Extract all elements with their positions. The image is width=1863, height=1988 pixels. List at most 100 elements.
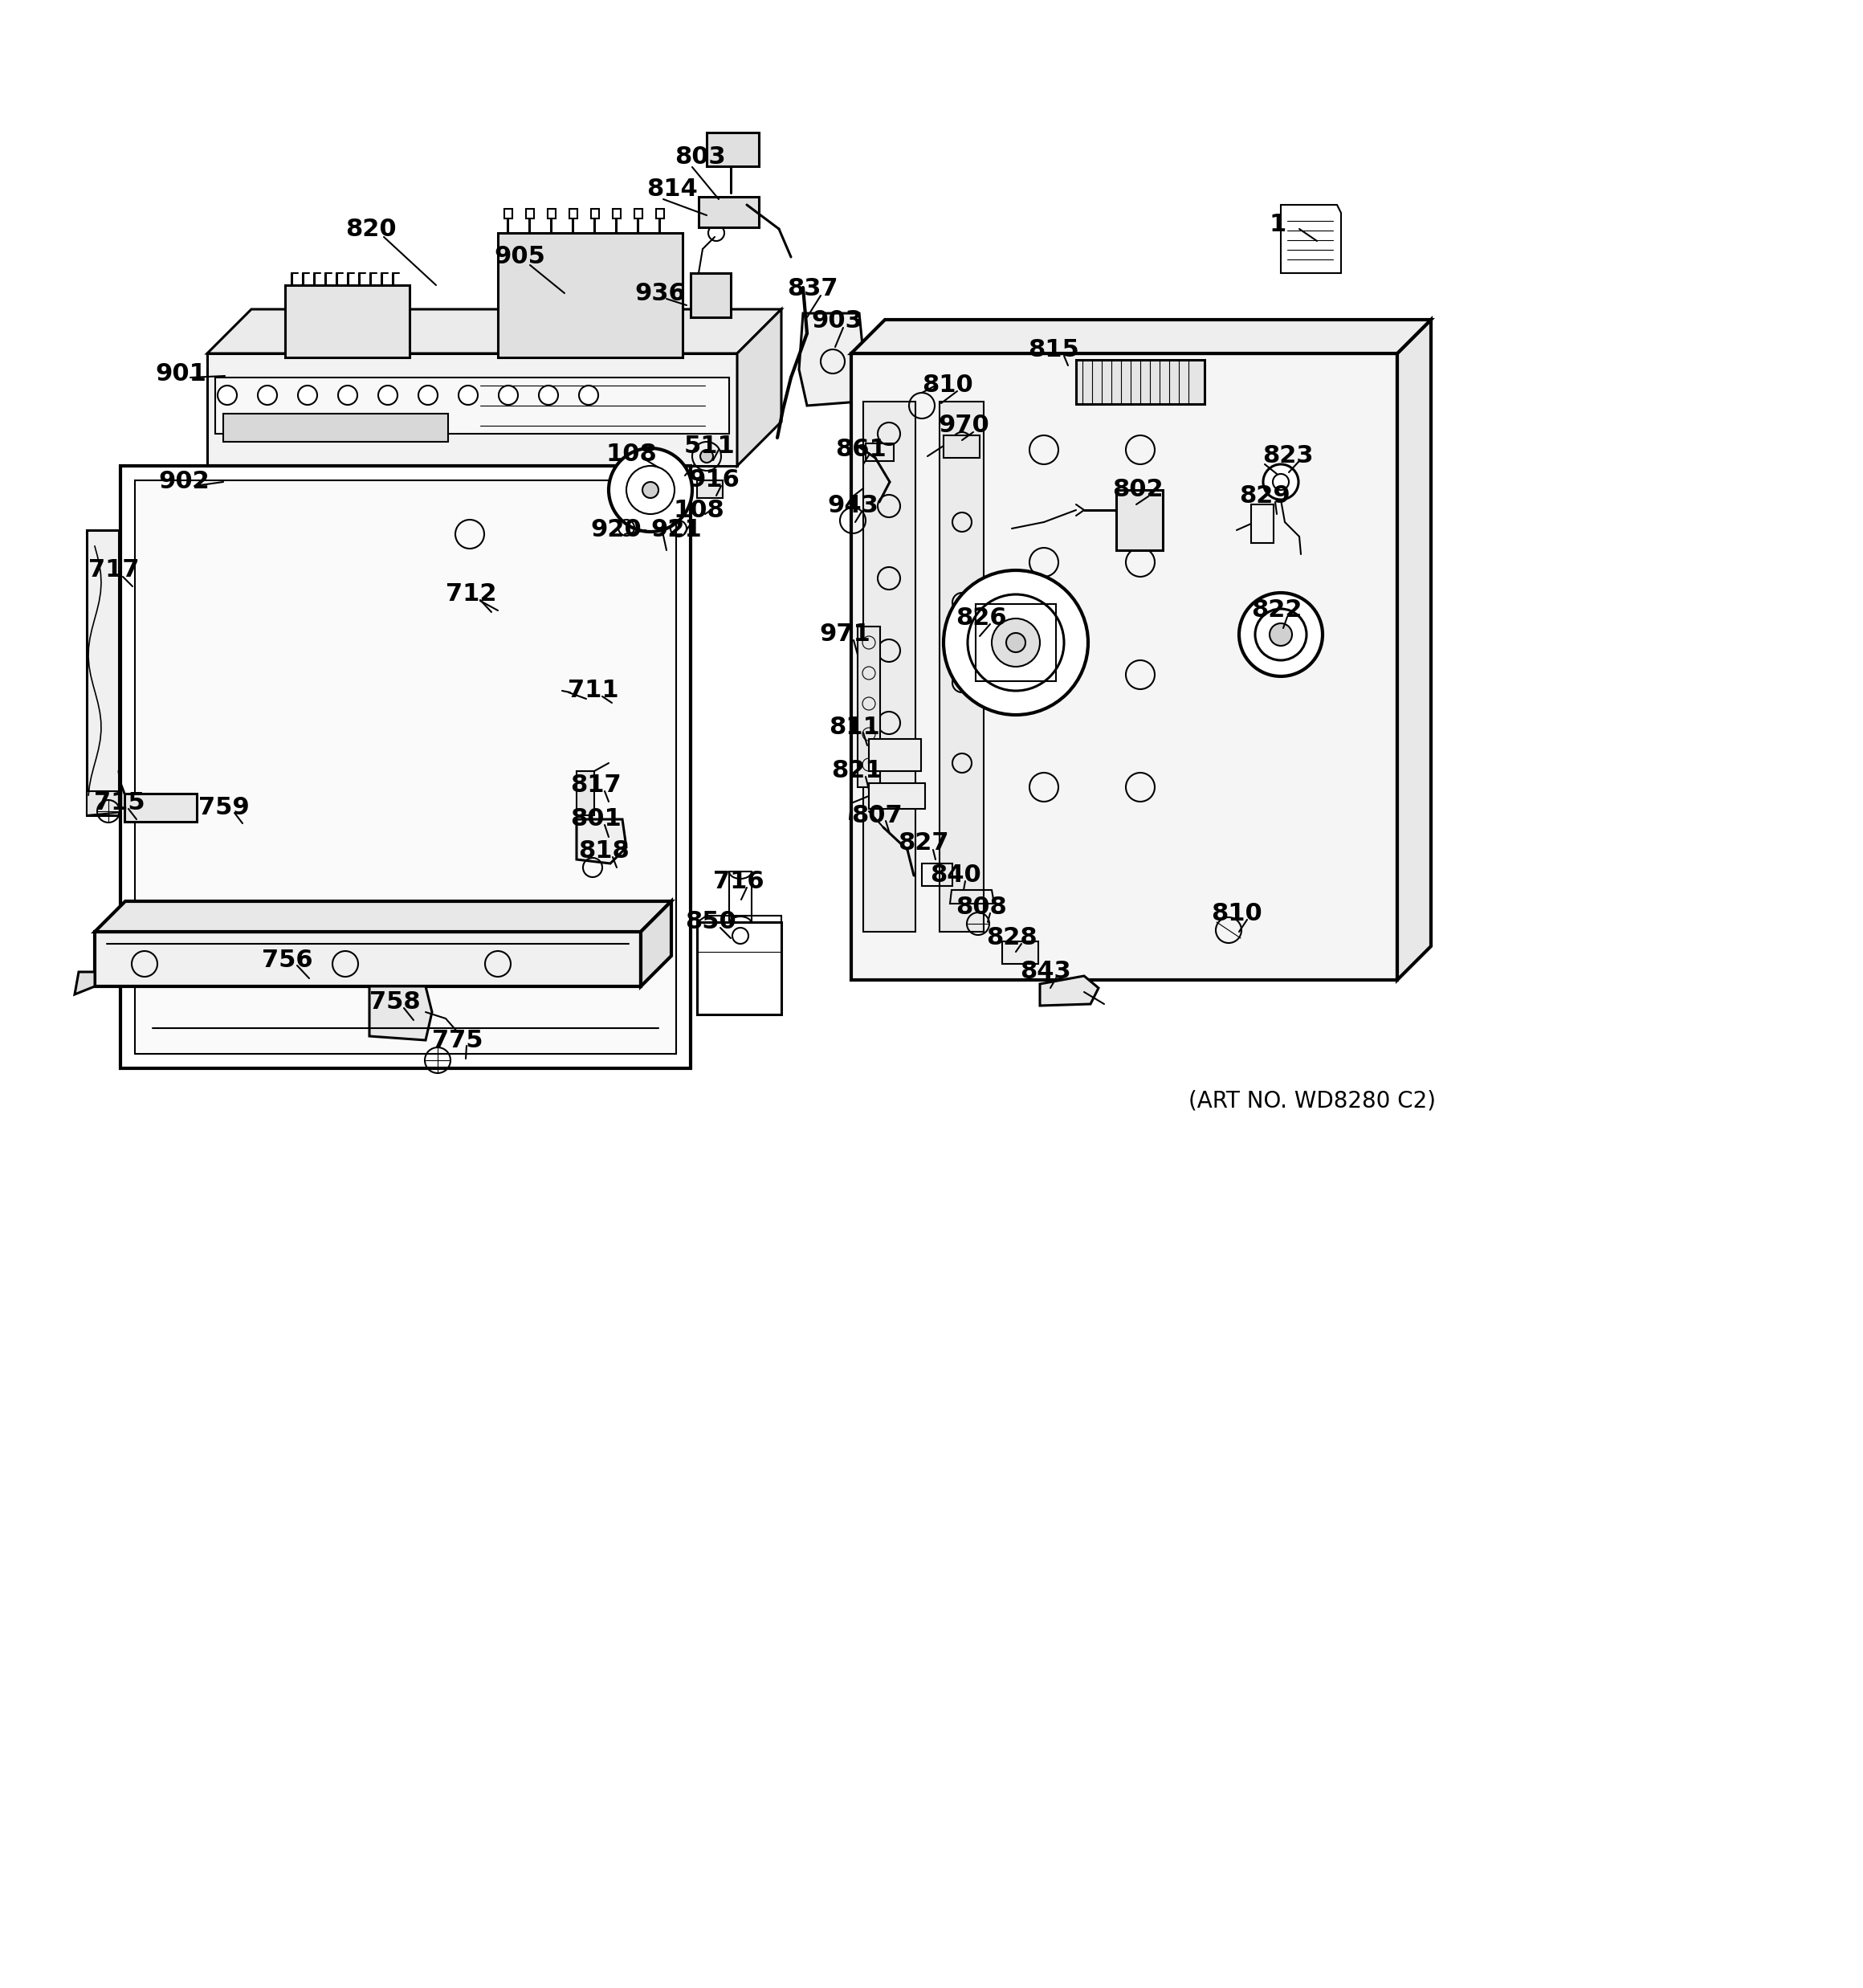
Polygon shape bbox=[641, 901, 671, 986]
Bar bbox=[635, 209, 643, 219]
Text: 861: 861 bbox=[835, 437, 887, 461]
Bar bbox=[922, 863, 952, 887]
Text: 1: 1 bbox=[1269, 213, 1285, 237]
Bar bbox=[857, 626, 879, 787]
Polygon shape bbox=[738, 310, 781, 465]
Circle shape bbox=[991, 618, 1040, 666]
Bar bbox=[613, 209, 620, 219]
Text: 802: 802 bbox=[1112, 479, 1163, 501]
Bar bbox=[868, 783, 926, 809]
Bar bbox=[697, 481, 723, 499]
Bar bbox=[976, 604, 1056, 682]
Text: 905: 905 bbox=[494, 245, 546, 268]
Polygon shape bbox=[851, 320, 1431, 354]
Text: 810: 810 bbox=[922, 374, 972, 398]
Circle shape bbox=[257, 386, 278, 406]
Text: 840: 840 bbox=[930, 865, 982, 887]
Text: 822: 822 bbox=[1252, 598, 1302, 622]
Circle shape bbox=[218, 386, 237, 406]
Bar bbox=[868, 740, 920, 771]
Text: 843: 843 bbox=[1019, 960, 1071, 984]
Text: 837: 837 bbox=[786, 278, 838, 300]
Circle shape bbox=[499, 386, 518, 406]
Text: 817: 817 bbox=[570, 773, 620, 797]
Text: 759: 759 bbox=[197, 795, 250, 819]
Text: 511: 511 bbox=[684, 433, 736, 457]
Polygon shape bbox=[1397, 320, 1431, 980]
Text: 807: 807 bbox=[851, 803, 902, 827]
Text: 811: 811 bbox=[829, 716, 879, 740]
Bar bbox=[691, 272, 730, 318]
Polygon shape bbox=[88, 531, 119, 815]
Bar bbox=[525, 209, 535, 219]
Bar bbox=[216, 378, 728, 433]
Bar bbox=[706, 133, 758, 167]
Text: 820: 820 bbox=[345, 217, 397, 241]
Text: 943: 943 bbox=[827, 495, 877, 517]
Text: 971: 971 bbox=[820, 622, 870, 646]
Bar bbox=[699, 197, 758, 227]
Text: 821: 821 bbox=[831, 759, 883, 783]
Polygon shape bbox=[75, 972, 95, 994]
Text: 823: 823 bbox=[1263, 445, 1313, 467]
Polygon shape bbox=[95, 901, 671, 932]
Bar bbox=[570, 209, 578, 219]
Text: 808: 808 bbox=[956, 897, 1006, 918]
Text: 818: 818 bbox=[578, 839, 630, 863]
Text: 920: 920 bbox=[591, 519, 641, 543]
Polygon shape bbox=[207, 310, 781, 354]
Bar bbox=[1077, 360, 1205, 404]
Circle shape bbox=[1269, 624, 1293, 646]
Text: 108: 108 bbox=[673, 499, 725, 521]
Text: 850: 850 bbox=[686, 911, 736, 934]
Circle shape bbox=[1239, 592, 1323, 676]
Bar bbox=[697, 922, 781, 1014]
Text: 829: 829 bbox=[1239, 485, 1291, 509]
Text: 826: 826 bbox=[956, 606, 1006, 630]
Text: 916: 916 bbox=[687, 469, 740, 491]
Bar bbox=[548, 209, 555, 219]
Text: 711: 711 bbox=[568, 680, 619, 702]
Circle shape bbox=[337, 386, 358, 406]
Text: 715: 715 bbox=[93, 791, 145, 815]
Text: 775: 775 bbox=[432, 1028, 483, 1052]
Bar bbox=[851, 354, 1397, 980]
Circle shape bbox=[643, 481, 658, 499]
Text: 756: 756 bbox=[263, 948, 313, 972]
Polygon shape bbox=[95, 932, 641, 986]
Polygon shape bbox=[799, 314, 863, 406]
Bar bbox=[728, 871, 751, 924]
Circle shape bbox=[538, 386, 559, 406]
Text: 970: 970 bbox=[937, 414, 989, 437]
Bar bbox=[1252, 505, 1274, 543]
Text: 108: 108 bbox=[605, 441, 658, 465]
Text: 814: 814 bbox=[646, 177, 697, 201]
Text: 801: 801 bbox=[570, 807, 622, 831]
Text: 903: 903 bbox=[810, 310, 863, 332]
Bar bbox=[1002, 942, 1038, 964]
Polygon shape bbox=[88, 791, 132, 815]
Bar bbox=[591, 209, 600, 219]
Polygon shape bbox=[576, 819, 626, 863]
Bar bbox=[207, 354, 738, 465]
Text: 828: 828 bbox=[986, 926, 1038, 950]
Circle shape bbox=[579, 386, 598, 406]
Text: 810: 810 bbox=[1211, 903, 1261, 926]
Bar bbox=[125, 793, 197, 821]
Text: 921: 921 bbox=[650, 519, 702, 543]
Bar bbox=[497, 233, 682, 358]
Bar bbox=[943, 435, 980, 457]
Text: 712: 712 bbox=[445, 582, 497, 606]
Circle shape bbox=[378, 386, 397, 406]
Text: 901: 901 bbox=[155, 362, 207, 386]
Bar bbox=[505, 209, 512, 219]
Bar bbox=[1116, 489, 1163, 551]
Text: 827: 827 bbox=[898, 831, 948, 855]
Bar bbox=[656, 209, 663, 219]
Bar bbox=[866, 443, 894, 461]
Text: (ART NO. WD8280 C2): (ART NO. WD8280 C2) bbox=[1189, 1089, 1436, 1111]
Circle shape bbox=[1263, 465, 1299, 499]
Circle shape bbox=[1006, 632, 1025, 652]
Circle shape bbox=[700, 449, 714, 463]
Circle shape bbox=[458, 386, 477, 406]
